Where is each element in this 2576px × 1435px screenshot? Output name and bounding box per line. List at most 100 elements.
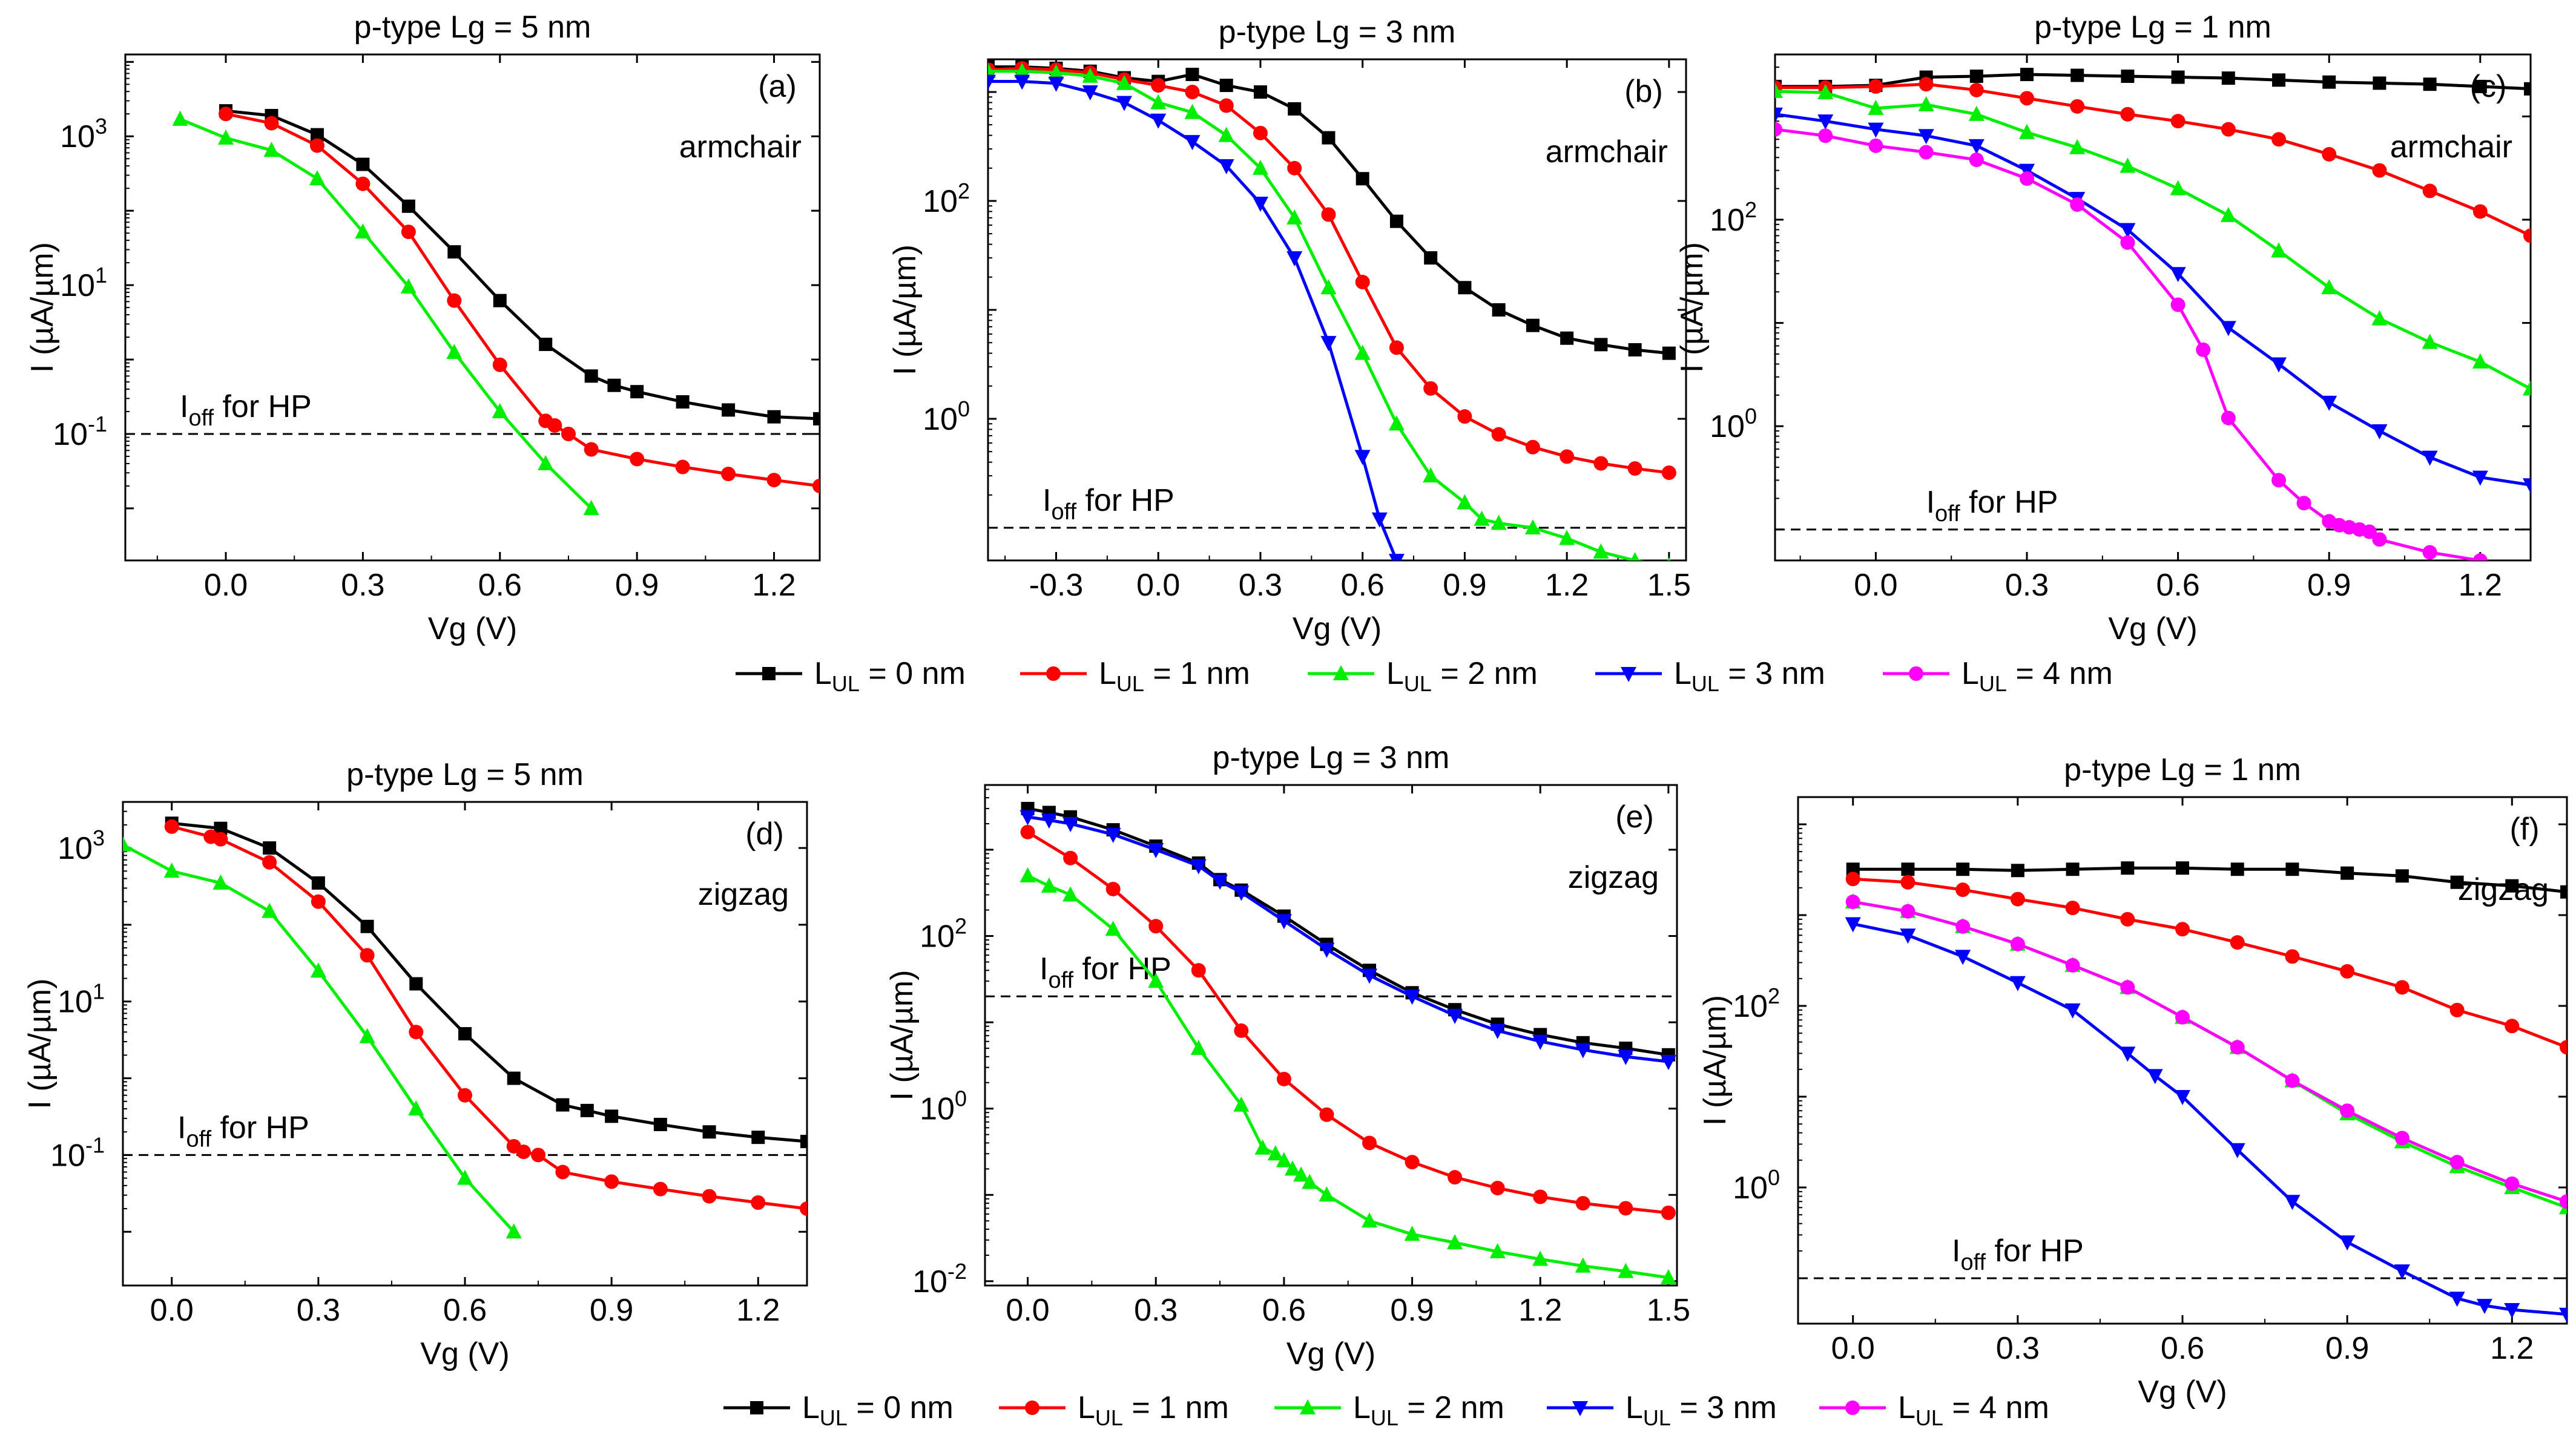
y-tick-label: 101 <box>60 263 107 303</box>
data-point-c-4 <box>2472 553 2488 560</box>
data-point-f-1 <box>2010 892 2025 907</box>
legend-label: LUL = 1 nm <box>1099 656 1250 696</box>
data-point-f-0 <box>2066 862 2080 876</box>
legend-label: LUL = 0 nm <box>814 656 966 696</box>
data-point-d-0 <box>263 841 277 855</box>
data-point-e-3 <box>1148 842 1164 858</box>
data-point-e-2 <box>1105 921 1121 936</box>
panel-label-a: (a) <box>758 69 797 104</box>
data-point-f-0 <box>2230 862 2244 876</box>
data-point-a-0 <box>630 385 644 399</box>
data-point-e-1 <box>1661 1205 1676 1220</box>
panel-label-d: (d) <box>745 816 784 852</box>
data-point-e-1 <box>1533 1189 1548 1204</box>
data-point-c-4 <box>2362 524 2377 539</box>
data-point-d-0 <box>458 1027 472 1041</box>
data-point-b-0 <box>1424 251 1438 265</box>
data-point-b-3 <box>1371 512 1388 528</box>
data-point-f-3 <box>2147 1069 2163 1085</box>
data-point-f-0 <box>1956 862 1970 876</box>
edge-label-e: zigzag <box>1568 860 1659 895</box>
panel-label-f: (f) <box>2509 812 2539 847</box>
data-point-e-2 <box>1254 1139 1271 1155</box>
data-point-b-2 <box>1150 94 1167 110</box>
data-point-c-3 <box>1817 114 1834 130</box>
data-point-f-0 <box>2395 869 2409 883</box>
data-point-e-1 <box>1362 1135 1377 1151</box>
data-point-c-4 <box>2271 473 2286 488</box>
legends-layer: LUL = 0 nm LUL = 1 nm LUL = 2 nm LUL = 3 nm… <box>723 656 2113 1430</box>
panels-layer: 0.0 0.3 0.6 0.9 1.2 10-1 101 103 p-type Lg = 5 n… <box>22 10 2568 1410</box>
panel-label-e: (e) <box>1615 800 1654 835</box>
legend-entry: LUL = 4 nm <box>1883 656 2113 696</box>
x-tick-label: 0.9 <box>2325 1331 2369 1366</box>
series-line-f-1 <box>1853 877 2567 1049</box>
data-point-c-1 <box>2322 146 2337 162</box>
x-tick-label: 0.9 <box>2307 568 2351 603</box>
data-point-b-2 <box>1320 279 1337 295</box>
data-point-c-2 <box>1775 82 1783 98</box>
data-point-e-1 <box>1575 1196 1590 1211</box>
data-point-a-2 <box>263 142 280 157</box>
x-tick-label: 0.0 <box>1854 568 1897 603</box>
data-point-d-1 <box>702 1189 717 1204</box>
data-point-c-3 <box>1918 129 1934 145</box>
y-tick-label: 10-2 <box>912 1259 967 1299</box>
x-axis-label-a: Vg (V) <box>428 611 517 646</box>
data-point-e-3 <box>1062 817 1079 833</box>
data-point-c-2 <box>2271 242 2287 258</box>
x-axis-label-e: Vg (V) <box>1286 1336 1375 1371</box>
x-axis-label-f: Vg (V) <box>2138 1374 2227 1410</box>
data-point-f-0 <box>1901 862 1915 876</box>
data-point-c-1 <box>2120 107 2135 122</box>
data-point-b-1 <box>1457 409 1472 424</box>
data-point-e-1 <box>1234 1023 1249 1038</box>
data-point-e-1 <box>1618 1201 1633 1216</box>
data-point-a-2 <box>446 344 463 360</box>
legend-label: LUL = 3 nm <box>1626 1390 1777 1430</box>
y-axis-label-f: I (µA/µm) <box>1698 995 1733 1126</box>
data-point-e-1 <box>1276 1071 1291 1086</box>
data-point-c-4 <box>1969 153 1984 168</box>
data-point-c-0 <box>2171 70 2185 84</box>
series-line-e-3 <box>1027 815 1669 1063</box>
data-point-f-3 <box>2559 1307 2567 1323</box>
data-point-f-3 <box>2120 1046 2136 1062</box>
data-point-e-3 <box>1489 1023 1506 1039</box>
data-point-e-2 <box>1660 1269 1676 1284</box>
data-point-e-2 <box>1285 1160 1300 1176</box>
data-point-a-2 <box>492 402 508 418</box>
data-point-f-0 <box>2176 861 2189 875</box>
x-tick-label: 0.0 <box>150 1293 194 1328</box>
data-point-e-2 <box>1404 1226 1420 1241</box>
data-point-b-1 <box>1151 78 1166 93</box>
data-point-c-1 <box>2221 122 2236 137</box>
data-point-a-1 <box>309 138 324 153</box>
panel-title-c: p-type Lg = 1 nm <box>2034 10 2271 45</box>
x-tick-label: 0.6 <box>1341 568 1385 603</box>
data-point-b-1 <box>1491 427 1506 442</box>
data-point-b-1 <box>1253 125 1268 140</box>
data-point-d-1 <box>751 1195 766 1210</box>
data-point-d-1 <box>604 1174 619 1189</box>
data-point-a-0 <box>676 395 690 409</box>
data-point-d-1 <box>653 1181 668 1197</box>
data-point-e-3 <box>1575 1043 1591 1059</box>
data-point-f-4 <box>1900 904 1916 919</box>
series-line-a-2 <box>179 117 593 510</box>
data-point-e-2 <box>1020 867 1036 882</box>
series-line-c-2 <box>1775 90 2531 390</box>
data-point-e-2 <box>1489 1243 1506 1259</box>
data-point-d-0 <box>751 1131 765 1144</box>
data-point-c-3 <box>1775 107 1783 123</box>
panel-a: 0.0 0.3 0.6 0.9 1.2 10-1 101 103 p-type Lg = 5 n… <box>25 10 821 646</box>
data-point-d-2 <box>457 1169 473 1185</box>
data-point-c-4 <box>2422 545 2437 560</box>
data-point-c-1 <box>2020 91 2034 106</box>
x-tick-label: 1.5 <box>1647 568 1691 603</box>
legend-label: LUL = 4 nm <box>1898 1390 2049 1430</box>
series-layer-f <box>1845 861 2567 1323</box>
data-point-b-2 <box>1354 344 1371 360</box>
data-point-e-3 <box>1190 859 1207 875</box>
data-point-c-2 <box>2120 157 2136 173</box>
